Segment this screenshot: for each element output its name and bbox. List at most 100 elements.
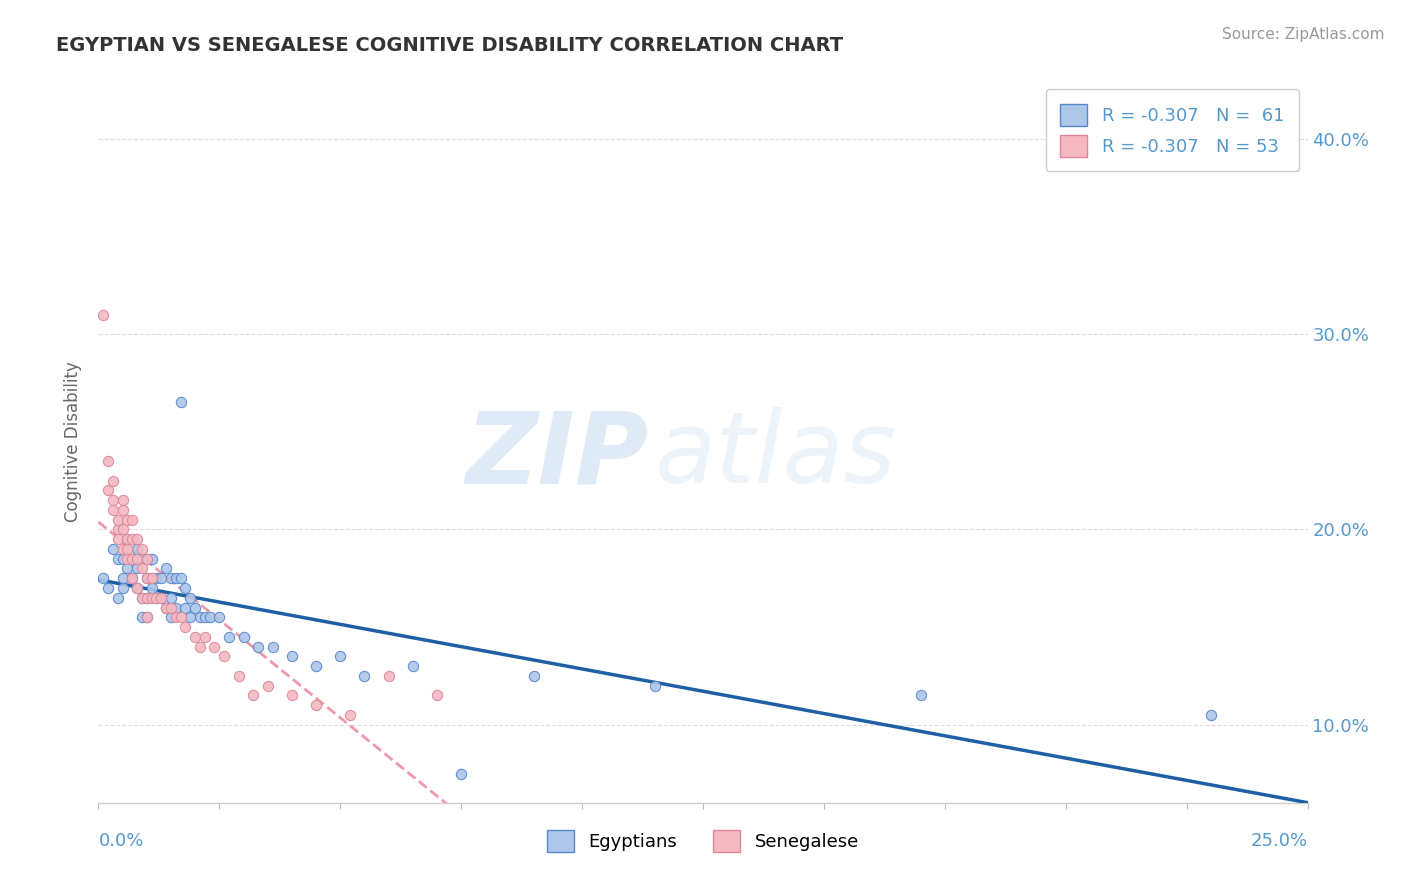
Point bbox=[329, 649, 352, 664]
Point bbox=[150, 591, 173, 605]
Point bbox=[160, 610, 183, 624]
Point bbox=[247, 640, 270, 654]
Point bbox=[305, 698, 328, 713]
Point bbox=[141, 571, 163, 585]
Point bbox=[145, 591, 167, 605]
Point bbox=[131, 610, 153, 624]
Point bbox=[131, 591, 153, 605]
Point bbox=[121, 551, 143, 566]
Point bbox=[135, 551, 157, 566]
Point bbox=[169, 571, 191, 585]
Point bbox=[188, 640, 211, 654]
Point bbox=[377, 669, 399, 683]
Point bbox=[184, 630, 207, 644]
Point bbox=[101, 541, 124, 556]
Point bbox=[111, 523, 134, 537]
Point bbox=[97, 454, 120, 468]
Text: 25.0%: 25.0% bbox=[1250, 831, 1308, 850]
Point bbox=[131, 551, 153, 566]
Point bbox=[131, 541, 153, 556]
Point bbox=[121, 532, 143, 546]
Text: 0.0%: 0.0% bbox=[98, 831, 143, 850]
Point bbox=[127, 581, 149, 595]
Point bbox=[141, 591, 163, 605]
Point bbox=[111, 541, 134, 556]
Point bbox=[107, 523, 129, 537]
Point bbox=[165, 571, 187, 585]
Point bbox=[91, 308, 114, 322]
Text: atlas: atlas bbox=[655, 408, 896, 505]
Point bbox=[402, 659, 425, 673]
Point bbox=[101, 493, 124, 508]
Point bbox=[150, 571, 173, 585]
Point bbox=[155, 561, 177, 575]
Point bbox=[127, 581, 149, 595]
Text: Source: ZipAtlas.com: Source: ZipAtlas.com bbox=[1222, 27, 1385, 42]
Point bbox=[644, 679, 666, 693]
Point bbox=[135, 610, 157, 624]
Point bbox=[1199, 707, 1222, 722]
Point bbox=[281, 649, 304, 664]
Point bbox=[169, 610, 191, 624]
Point bbox=[117, 551, 139, 566]
Point bbox=[101, 503, 124, 517]
Point bbox=[127, 561, 149, 575]
Point bbox=[121, 551, 143, 566]
Point bbox=[141, 551, 163, 566]
Point bbox=[194, 630, 217, 644]
Point bbox=[131, 561, 153, 575]
Point bbox=[135, 610, 157, 624]
Point bbox=[165, 600, 187, 615]
Point bbox=[135, 591, 157, 605]
Point bbox=[184, 600, 207, 615]
Point bbox=[111, 551, 134, 566]
Y-axis label: Cognitive Disability: Cognitive Disability bbox=[65, 361, 83, 522]
Point bbox=[174, 600, 197, 615]
Point bbox=[194, 610, 217, 624]
Point bbox=[141, 571, 163, 585]
Point bbox=[353, 669, 375, 683]
Point bbox=[204, 640, 226, 654]
Point bbox=[107, 591, 129, 605]
Point bbox=[91, 571, 114, 585]
Point bbox=[107, 551, 129, 566]
Text: ZIP: ZIP bbox=[465, 408, 648, 505]
Point bbox=[111, 503, 134, 517]
Point bbox=[305, 659, 328, 673]
Point bbox=[111, 493, 134, 508]
Point bbox=[179, 610, 201, 624]
Point bbox=[450, 766, 472, 780]
Point bbox=[107, 513, 129, 527]
Point bbox=[121, 571, 143, 585]
Point bbox=[121, 513, 143, 527]
Point bbox=[111, 571, 134, 585]
Point bbox=[117, 513, 139, 527]
Point bbox=[135, 571, 157, 585]
Point bbox=[121, 571, 143, 585]
Point bbox=[145, 571, 167, 585]
Point bbox=[228, 669, 250, 683]
Point bbox=[160, 591, 183, 605]
Point bbox=[256, 679, 278, 693]
Point bbox=[160, 571, 183, 585]
Point bbox=[212, 649, 235, 664]
Point bbox=[150, 591, 173, 605]
Point bbox=[117, 532, 139, 546]
Legend: Egyptians, Senegalese: Egyptians, Senegalese bbox=[540, 822, 866, 859]
Point bbox=[97, 581, 120, 595]
Point bbox=[165, 610, 187, 624]
Text: EGYPTIAN VS SENEGALESE COGNITIVE DISABILITY CORRELATION CHART: EGYPTIAN VS SENEGALESE COGNITIVE DISABIL… bbox=[56, 36, 844, 54]
Point bbox=[127, 551, 149, 566]
Point bbox=[135, 571, 157, 585]
Point bbox=[135, 551, 157, 566]
Point bbox=[174, 581, 197, 595]
Point bbox=[111, 581, 134, 595]
Point bbox=[127, 532, 149, 546]
Point bbox=[281, 689, 304, 703]
Point bbox=[910, 689, 932, 703]
Point bbox=[145, 591, 167, 605]
Point bbox=[232, 630, 254, 644]
Point bbox=[117, 532, 139, 546]
Point bbox=[523, 669, 546, 683]
Point bbox=[117, 541, 139, 556]
